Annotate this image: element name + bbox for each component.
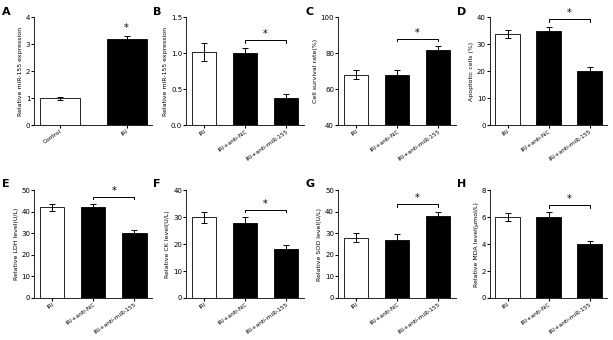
- Bar: [274, 250, 299, 298]
- Text: *: *: [567, 8, 572, 18]
- Y-axis label: Relative miR-155 expression: Relative miR-155 expression: [18, 27, 23, 116]
- Bar: [122, 233, 147, 298]
- Text: *: *: [263, 29, 268, 39]
- Text: *: *: [567, 194, 572, 204]
- Bar: [192, 52, 216, 125]
- Y-axis label: Relative CK level(U/L): Relative CK level(U/L): [166, 210, 170, 278]
- Bar: [384, 240, 409, 298]
- Text: G: G: [305, 180, 314, 189]
- Text: H: H: [457, 180, 466, 189]
- Bar: [40, 98, 80, 125]
- Text: *: *: [415, 193, 420, 203]
- Bar: [577, 244, 602, 298]
- Text: E: E: [2, 180, 9, 189]
- Y-axis label: Cell survival rate(%): Cell survival rate(%): [313, 39, 318, 103]
- Bar: [536, 217, 561, 298]
- Bar: [536, 31, 561, 125]
- Text: B: B: [153, 7, 162, 17]
- Bar: [107, 39, 147, 125]
- Bar: [425, 50, 450, 197]
- Text: F: F: [153, 180, 161, 189]
- Y-axis label: Relative miR-155 expression: Relative miR-155 expression: [163, 27, 168, 116]
- Bar: [40, 207, 64, 298]
- Text: *: *: [112, 186, 116, 196]
- Y-axis label: Relative LDH level(U/L): Relative LDH level(U/L): [13, 208, 18, 280]
- Text: *: *: [124, 22, 129, 33]
- Bar: [343, 75, 368, 197]
- Text: C: C: [305, 7, 313, 17]
- Bar: [577, 71, 602, 125]
- Bar: [343, 238, 368, 298]
- Bar: [425, 216, 450, 298]
- Bar: [233, 53, 257, 125]
- Text: *: *: [415, 28, 420, 37]
- Bar: [233, 223, 257, 298]
- Y-axis label: Relative SOD level(U/L): Relative SOD level(U/L): [318, 208, 322, 280]
- Bar: [81, 207, 105, 298]
- Text: *: *: [263, 199, 268, 208]
- Bar: [274, 98, 299, 125]
- Text: A: A: [2, 7, 10, 17]
- Text: D: D: [457, 7, 466, 17]
- Bar: [495, 34, 520, 125]
- Y-axis label: Apoptotic cells (%): Apoptotic cells (%): [469, 42, 474, 101]
- Bar: [192, 217, 216, 298]
- Bar: [495, 217, 520, 298]
- Y-axis label: Relative MDA level(μmol/L): Relative MDA level(μmol/L): [474, 202, 479, 287]
- Bar: [384, 75, 409, 197]
